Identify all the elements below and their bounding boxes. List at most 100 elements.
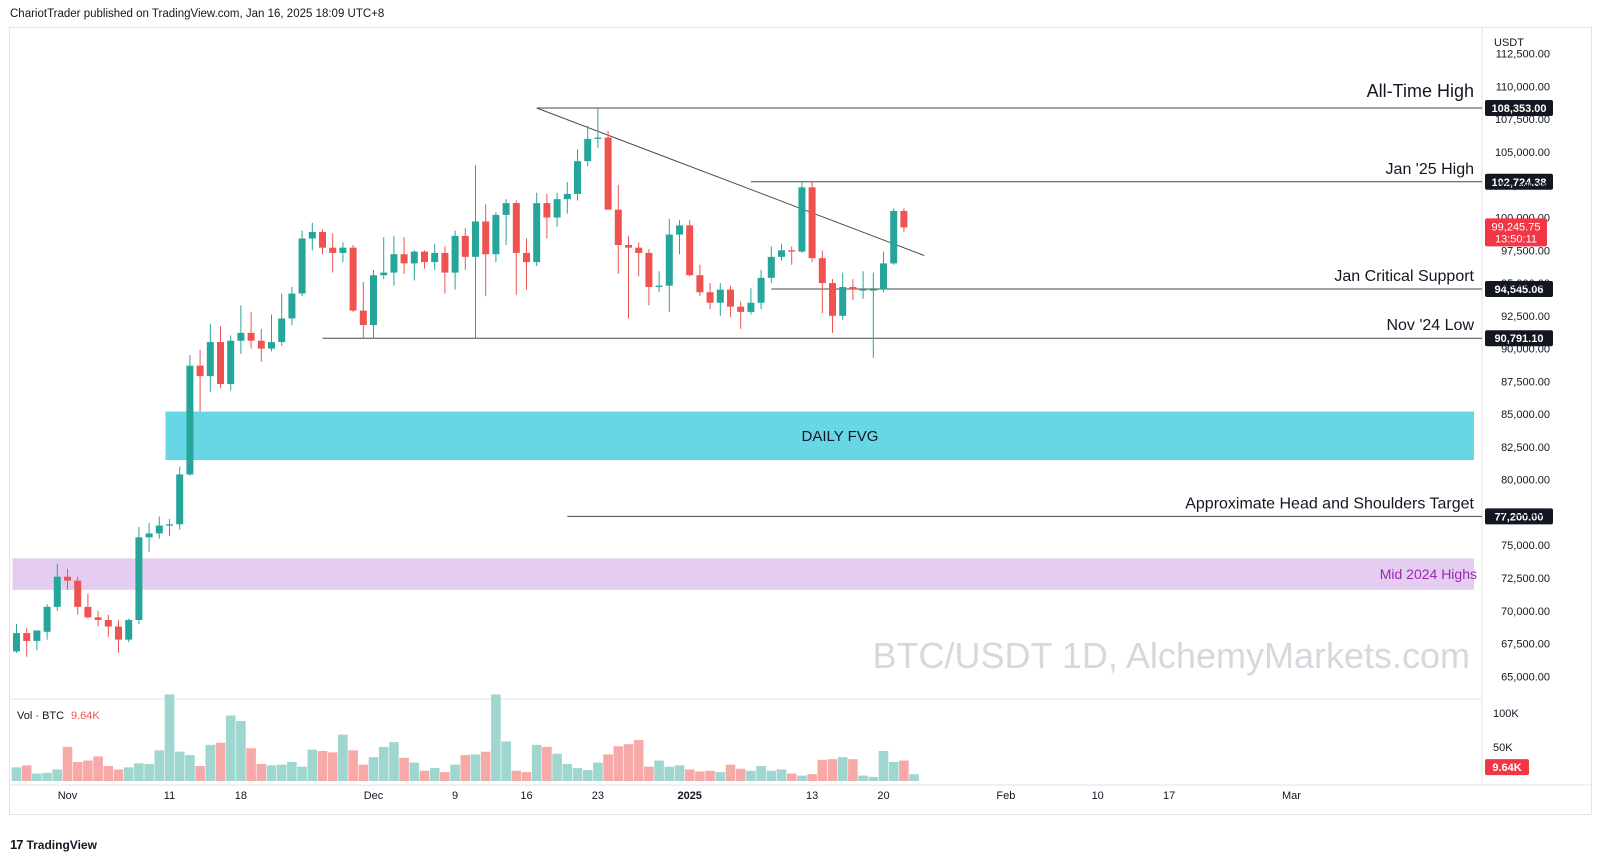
volume-bar bbox=[899, 760, 909, 781]
volume-bar bbox=[256, 763, 267, 781]
volume-bar bbox=[746, 770, 756, 781]
volume-bar bbox=[786, 773, 797, 781]
y-tick-label: 75,000.00 bbox=[1501, 540, 1550, 552]
x-tick-label: 16 bbox=[520, 790, 532, 802]
volume-bar bbox=[42, 772, 52, 781]
volume-bar bbox=[552, 753, 562, 781]
candle-body bbox=[869, 289, 877, 291]
candle-body bbox=[135, 537, 143, 620]
volume-bar bbox=[11, 767, 22, 781]
candle-body bbox=[523, 252, 530, 263]
volume-value-tag bbox=[1485, 759, 1529, 776]
watermark-text: BTC/USDT 1D, AlchemyMarkets.com bbox=[873, 635, 1470, 676]
volume-bar bbox=[225, 715, 236, 781]
countdown-text: 13:50:11 bbox=[1495, 233, 1537, 245]
candle-body bbox=[584, 138, 592, 162]
x-tick-label: Mar bbox=[1282, 790, 1301, 802]
candle-body bbox=[278, 318, 286, 343]
volume-bar bbox=[725, 764, 736, 781]
y-tick-label: 92,500.00 bbox=[1501, 311, 1550, 323]
candle-body bbox=[757, 277, 765, 303]
y-tick-label: 72,500.00 bbox=[1501, 573, 1550, 585]
candle-body bbox=[767, 256, 775, 278]
y-tick-label: 70,000.00 bbox=[1501, 606, 1550, 618]
zone-mid-2024-highs bbox=[12, 558, 1474, 590]
volume-bar bbox=[368, 757, 379, 781]
volume-bar bbox=[674, 765, 685, 781]
candle-body bbox=[512, 203, 520, 253]
y-tick-label: 67,500.00 bbox=[1501, 639, 1550, 651]
candle-body bbox=[410, 251, 418, 264]
candle-body bbox=[298, 238, 306, 294]
volume-bar bbox=[501, 741, 511, 781]
candle-body bbox=[288, 293, 296, 319]
candle-body bbox=[33, 630, 41, 641]
currency-label: USDT bbox=[1494, 37, 1524, 49]
candle-body bbox=[431, 252, 439, 263]
tradingview-logo[interactable]: 17 TradingView bbox=[10, 837, 97, 852]
zone-label: Mid 2024 Highs bbox=[1380, 566, 1477, 582]
volume-bar bbox=[215, 742, 226, 781]
volume-bar bbox=[664, 766, 675, 781]
candle-body bbox=[268, 342, 275, 349]
candle-body bbox=[451, 235, 459, 273]
candle-body bbox=[574, 161, 581, 194]
volume-bar bbox=[582, 770, 593, 781]
y-tick-label: 95,000.00 bbox=[1501, 278, 1550, 290]
y-tick-label: 102,500.00 bbox=[1495, 180, 1550, 192]
volume-bar bbox=[480, 751, 491, 781]
volume-bar bbox=[909, 774, 919, 781]
volume-bar bbox=[205, 744, 216, 781]
volume-bar bbox=[695, 771, 705, 781]
candle-body bbox=[400, 254, 408, 264]
volume-bar bbox=[409, 762, 420, 781]
candle-body bbox=[829, 283, 836, 316]
candle-body bbox=[492, 214, 500, 255]
candle-body bbox=[543, 203, 551, 218]
volume-bar bbox=[593, 762, 603, 781]
volume-bar bbox=[878, 751, 889, 781]
candle-body bbox=[94, 617, 102, 620]
level-label-nov-24-low: Nov '24 Low bbox=[1386, 317, 1474, 334]
x-tick-label: 10 bbox=[1092, 790, 1104, 802]
volume-bar bbox=[185, 755, 195, 781]
current-price-tag bbox=[1485, 218, 1547, 247]
x-tick-label: Dec bbox=[364, 790, 384, 802]
level-label-jan-critical-support: Jan Critical Support bbox=[1334, 268, 1474, 285]
candle-body bbox=[461, 235, 469, 257]
volume-bar bbox=[429, 768, 440, 781]
volume-bar bbox=[327, 752, 338, 781]
candle-body bbox=[64, 576, 71, 581]
y-tick-label: 110,000.00 bbox=[1496, 81, 1550, 93]
candle-body bbox=[655, 285, 663, 288]
candle-body bbox=[13, 633, 20, 652]
candle-body bbox=[125, 619, 133, 640]
volume-bar bbox=[389, 742, 399, 781]
volume-bar bbox=[460, 755, 471, 781]
x-tick-label: 9 bbox=[452, 790, 458, 802]
x-tick-label: 11 bbox=[164, 790, 175, 802]
volume-bar bbox=[766, 770, 777, 781]
candle-body bbox=[788, 250, 796, 252]
y-tick-label: 97,500.00 bbox=[1501, 245, 1550, 257]
volume-bar bbox=[21, 765, 32, 781]
volume-bar bbox=[358, 764, 369, 781]
volume-bar bbox=[419, 770, 430, 781]
volume-bar bbox=[776, 769, 787, 781]
y-tick-label: 112,500.00 bbox=[1496, 49, 1550, 61]
price-tag-text: 94,545.06 bbox=[1495, 284, 1544, 296]
y-tick-label: 90,000.00 bbox=[1501, 344, 1550, 356]
tradingview-mark-icon: 17 bbox=[10, 837, 24, 852]
volume-bar bbox=[817, 759, 828, 781]
candle-body bbox=[849, 287, 857, 290]
candle-body bbox=[329, 247, 337, 253]
current-price-text: 99,245.75 bbox=[1492, 221, 1541, 233]
x-tick-label: 13 bbox=[806, 790, 818, 802]
volume-bar bbox=[307, 749, 318, 781]
x-tick-label: 23 bbox=[592, 790, 604, 802]
volume-bar bbox=[827, 759, 838, 781]
candle-body bbox=[665, 234, 673, 286]
volume-bar bbox=[715, 772, 726, 781]
candle-body bbox=[155, 525, 163, 534]
